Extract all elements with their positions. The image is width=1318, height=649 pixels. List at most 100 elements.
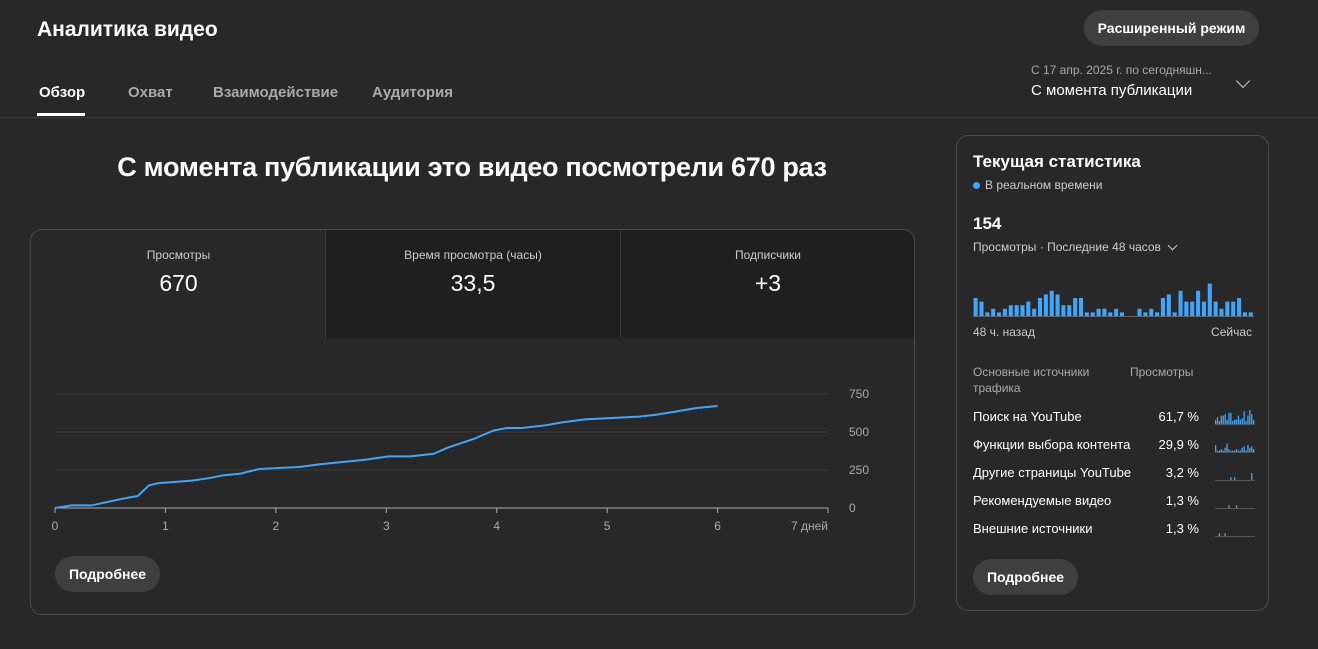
source-sparkline bbox=[1215, 505, 1255, 509]
sparkline-bar bbox=[1216, 450, 1219, 452]
sparkline-bar bbox=[1239, 450, 1241, 452]
source-percent: 1,3 % bbox=[1165, 493, 1199, 508]
realtime-bar bbox=[1002, 308, 1007, 316]
realtime-bar bbox=[1119, 312, 1125, 316]
sparkline-bar bbox=[1224, 414, 1226, 424]
metric-label: Подписчики bbox=[734, 248, 801, 262]
traffic-source-row: Поиск на YouTube 61,7 % bbox=[973, 409, 1255, 429]
sparkline-bar bbox=[1222, 450, 1224, 452]
realtime-bar bbox=[1073, 298, 1078, 316]
overview-card: Просмотры 670 Время просмотра (часы) 33,… bbox=[30, 229, 915, 615]
header-divider bbox=[0, 117, 1318, 118]
realtime-bar bbox=[1049, 290, 1054, 316]
realtime-bar bbox=[1055, 294, 1060, 316]
realtime-bar bbox=[1090, 312, 1095, 316]
realtime-bar bbox=[1061, 305, 1066, 316]
sparkline-bar bbox=[1235, 505, 1238, 508]
traffic-source-row: Другие страницы YouTube 3,2 % bbox=[973, 465, 1255, 485]
realtime-bar bbox=[1020, 305, 1025, 316]
source-name: Поиск на YouTube bbox=[973, 409, 1082, 424]
chevron-down-icon[interactable] bbox=[1235, 73, 1251, 89]
overview-more-button[interactable]: Подробнее bbox=[55, 556, 160, 592]
realtime-bar bbox=[991, 308, 996, 316]
realtime-bar bbox=[1166, 294, 1171, 316]
y-tick-label: 750 bbox=[849, 387, 869, 401]
date-range-subtitle: С 17 апр. 2025 г. по сегодняшн... bbox=[1031, 63, 1212, 77]
sparkline-bar bbox=[1249, 447, 1251, 452]
sparkline-bar bbox=[1228, 505, 1230, 508]
source-percent: 29,9 % bbox=[1158, 437, 1199, 452]
bars-start-label: 48 ч. назад bbox=[973, 325, 1035, 339]
realtime-bar bbox=[1137, 308, 1142, 316]
metric-label: Просмотры bbox=[146, 248, 211, 262]
traffic-source-row: Рекомендуемые видео 1,3 % bbox=[973, 493, 1255, 513]
sparkline-bar bbox=[1253, 449, 1255, 452]
realtime-bar bbox=[1190, 301, 1195, 316]
realtime-bar bbox=[1213, 301, 1218, 316]
sparkline-bar bbox=[1237, 415, 1240, 424]
tab-engagement[interactable]: Взаимодействие bbox=[213, 84, 339, 101]
chevron-down-icon bbox=[1167, 240, 1178, 250]
tab-indicator bbox=[37, 113, 85, 116]
x-tick-label: 5 bbox=[604, 519, 611, 533]
source-name: Другие страницы YouTube bbox=[973, 465, 1132, 480]
sparkline-bar bbox=[1243, 446, 1245, 452]
realtime-bar bbox=[1143, 312, 1148, 316]
sparkline-bar bbox=[1253, 419, 1255, 424]
source-sparkline bbox=[1215, 533, 1255, 537]
sparkline-bar bbox=[1230, 450, 1232, 452]
sparkline-bar bbox=[1220, 415, 1222, 424]
realtime-bar bbox=[1225, 301, 1230, 316]
y-tick-label: 0 bbox=[849, 501, 856, 515]
realtime-bar bbox=[1149, 308, 1154, 316]
live-dot-icon bbox=[973, 181, 980, 189]
sparkline-bar bbox=[1241, 447, 1243, 452]
realtime-bar bbox=[1201, 301, 1206, 316]
realtime-bar bbox=[1207, 283, 1212, 316]
realtime-bar bbox=[973, 298, 978, 316]
sparkline-bar bbox=[1247, 415, 1249, 424]
date-range-selector[interactable]: С 17 апр. 2025 г. по сегодняшн... С моме… bbox=[1031, 63, 1212, 99]
source-percent: 61,7 % bbox=[1158, 409, 1199, 424]
traffic-source-row: Функции выбора контента 29,9 % bbox=[973, 437, 1255, 457]
sparkline-bar bbox=[1226, 443, 1228, 452]
advanced-mode-button[interactable]: Расширенный режим bbox=[1084, 10, 1259, 46]
tab-audience[interactable]: Аудитория bbox=[372, 84, 453, 101]
realtime-bar bbox=[1231, 301, 1236, 316]
sparkline-bar bbox=[1251, 414, 1253, 424]
page-title: Аналитика видео bbox=[37, 18, 218, 41]
realtime-bar bbox=[1178, 290, 1183, 316]
sparkline-bar bbox=[1216, 417, 1219, 424]
sparkline-bar bbox=[1241, 418, 1243, 424]
realtime-title: Текущая статистика bbox=[973, 152, 1141, 171]
realtime-bar bbox=[1108, 312, 1113, 316]
source-name: Внешние источники bbox=[973, 521, 1093, 536]
sparkline-bar bbox=[1251, 446, 1253, 452]
realtime-bar bbox=[1160, 298, 1165, 316]
source-name: Функции выбора контента bbox=[973, 437, 1131, 452]
x-tick-label: 0 bbox=[52, 519, 59, 533]
sparkline-bar bbox=[1251, 473, 1253, 480]
source-sparkline bbox=[1215, 410, 1255, 425]
realtime-more-button[interactable]: Подробнее bbox=[973, 559, 1078, 595]
sparkline-bar bbox=[1235, 419, 1238, 424]
views-line-chart: 0 250 500 750 0 1 2 3 4 5 6 7 дней bbox=[52, 387, 870, 533]
realtime-bar bbox=[1155, 312, 1160, 316]
tab-overview[interactable]: Обзор bbox=[39, 84, 86, 101]
realtime-indicator: В реальном времени bbox=[973, 178, 1102, 192]
metric-value: 33,5 bbox=[450, 270, 496, 296]
metric-tab-views[interactable]: Просмотры 670 bbox=[31, 230, 326, 338]
sparkline-bar bbox=[1247, 445, 1249, 452]
realtime-bar bbox=[997, 312, 1002, 316]
metric-tab-subscribers[interactable]: Подписчики +3 bbox=[620, 230, 914, 338]
realtime-metric-label: Просмотры · Последние 48 часов bbox=[973, 240, 1161, 254]
x-tick-label: 4 bbox=[493, 519, 500, 533]
realtime-bar bbox=[1026, 301, 1031, 316]
tab-reach[interactable]: Охват bbox=[128, 84, 173, 101]
source-sparkline bbox=[1215, 443, 1255, 453]
metric-tab-watch-time[interactable]: Время просмотра (часы) 33,5 bbox=[325, 230, 620, 338]
x-tick-label: 1 bbox=[162, 519, 169, 533]
x-tick-label: 7 дней bbox=[791, 519, 828, 533]
sparkline-bar bbox=[1234, 450, 1236, 452]
realtime-metric-select[interactable]: Просмотры · Последние 48 часов bbox=[973, 240, 1178, 254]
